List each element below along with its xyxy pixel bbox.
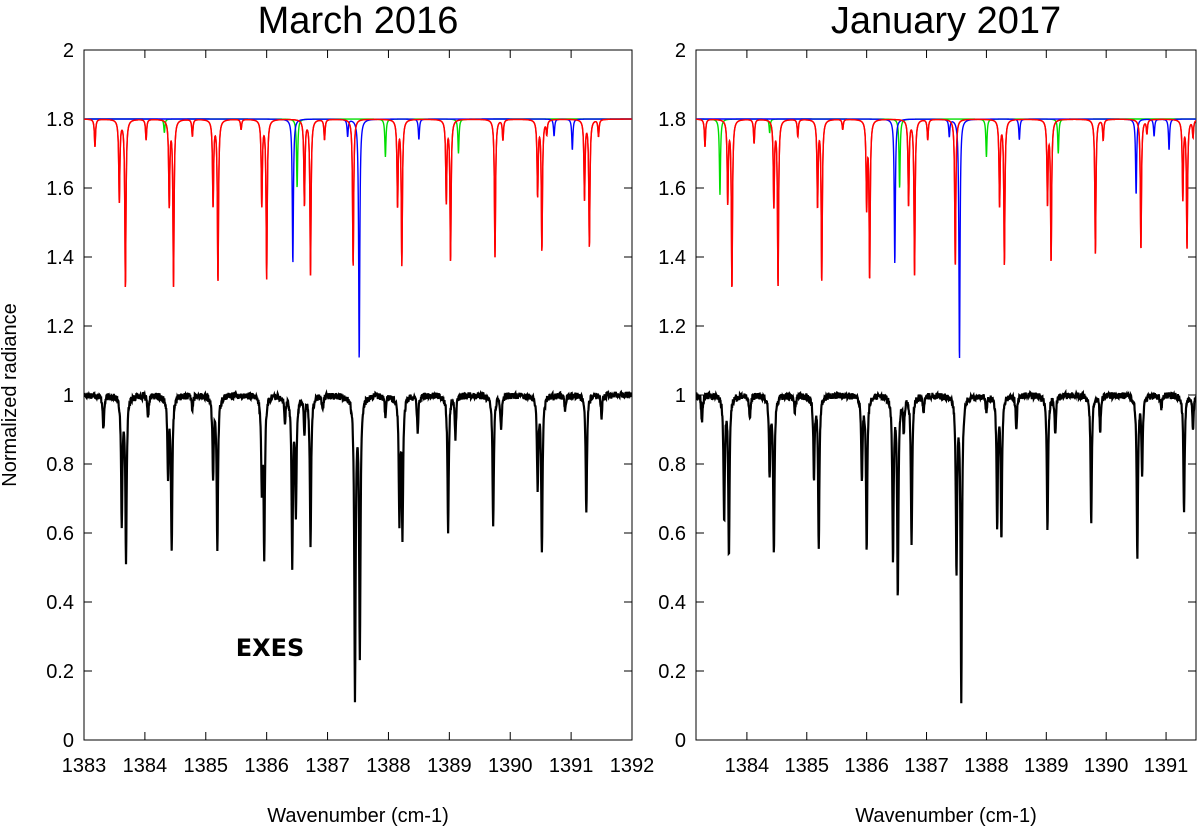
x-tick-label: 1387: [904, 755, 949, 777]
y-tick-label: 1.2: [658, 316, 686, 338]
y-tick-label: 1.8: [658, 109, 686, 131]
x-tick-label: 1383: [62, 755, 107, 777]
x-tick-label: 1384: [725, 755, 770, 777]
y-tick-label: 0.2: [46, 661, 74, 683]
model-series-red: [696, 118, 1196, 287]
y-tick-label: 1.6: [46, 178, 74, 200]
x-tick-label: 1385: [785, 755, 830, 777]
x-tick-label: 1390: [1084, 755, 1129, 777]
y-tick-label: 1.8: [46, 109, 74, 131]
y-tick-label: 1: [63, 385, 74, 407]
y-tick-label: 0.6: [658, 523, 686, 545]
x-tick-label: 1388: [964, 755, 1009, 777]
y-tick-label: 1.4: [46, 247, 74, 269]
model-series-red-top: [696, 118, 1196, 287]
y-tick-label: 0.4: [46, 592, 74, 614]
y-axis-label: Normalized radiance: [0, 303, 21, 486]
x-axis-label: Wavenumber (cm-1): [855, 805, 1037, 827]
y-tick-label: 0.4: [658, 592, 686, 614]
chart-title: January 2017: [831, 0, 1061, 42]
model-series-blue: [696, 118, 1196, 359]
chart-panel-1: March 2016 0 0.2 0.4 0.6 0.8 1 1.2 1.4 1.6 1.8 2 138…: [0, 0, 654, 827]
x-tick-label: 1389: [427, 755, 472, 777]
x-tick-label: 1385: [184, 755, 229, 777]
y-tick-label: 1.2: [46, 316, 74, 338]
x-tick-label: 1386: [844, 755, 889, 777]
y-tick-label: 0.8: [658, 454, 686, 476]
model-series-green: [696, 118, 1196, 195]
x-axis-label: Wavenumber (cm-1): [267, 805, 449, 827]
y-tick-label: 0.6: [46, 523, 74, 545]
x-tick-label: 1391: [1144, 755, 1189, 777]
y-tick-label: 0.8: [46, 454, 74, 476]
x-tick-label: 1387: [305, 755, 350, 777]
chart-panel-2: January 2017 0 0.2 0.4 0.6 0.8 1 1.2 1.4 1.6 1.8 2 1…: [658, 0, 1197, 827]
observed-spectrum: [696, 388, 1196, 704]
exes-annotation: EXES: [236, 634, 305, 662]
x-tick-label: 1389: [1024, 755, 1069, 777]
x-tick-label: 1384: [123, 755, 168, 777]
y-tick-label: 2: [675, 40, 686, 62]
x-tick-label: 1386: [244, 755, 289, 777]
observed-spectrum: [84, 388, 632, 703]
x-tick-label: 1388: [366, 755, 411, 777]
y-tick-label: 0: [63, 730, 74, 752]
x-tick-label: 1390: [488, 755, 533, 777]
y-tick-label: 0.2: [658, 661, 686, 683]
y-tick-label: 2: [63, 40, 74, 62]
y-tick-label: 1: [675, 385, 686, 407]
y-tick-label: 1.4: [658, 247, 686, 269]
model-series-blue: [84, 118, 632, 358]
model-series-red-top: [84, 118, 632, 288]
y-tick-label: 1.6: [658, 178, 686, 200]
plot-area: [696, 118, 1196, 704]
plot-area: [84, 118, 632, 703]
chart-title: March 2016: [258, 0, 459, 42]
x-tick-label: 1392: [610, 755, 655, 777]
x-tick-label: 1391: [549, 755, 594, 777]
y-tick-label: 0: [675, 730, 686, 752]
